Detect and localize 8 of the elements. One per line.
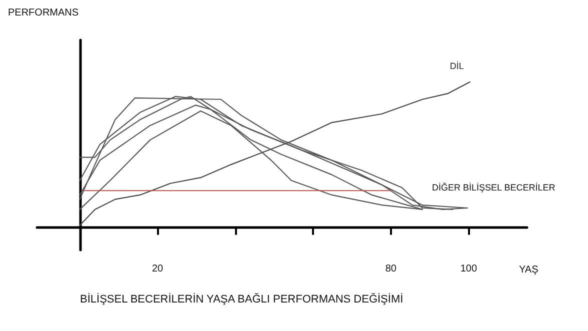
x-tick-label: 80 — [385, 264, 397, 274]
x-axis-title: YAŞ — [519, 264, 539, 276]
x-tick-label: 20 — [152, 264, 164, 274]
x-tick-label: 100 — [460, 264, 478, 274]
text: PERFORMANS — [8, 8, 79, 18]
annotation: DİĞER BİLİŞSEL BECERİLER — [432, 182, 556, 192]
series-label: DİL — [450, 61, 464, 71]
text: BİLİŞSEL BECERİLERİN YAŞA BAĞLI PERFORMANS DEĞİŞİMİ — [80, 292, 404, 306]
